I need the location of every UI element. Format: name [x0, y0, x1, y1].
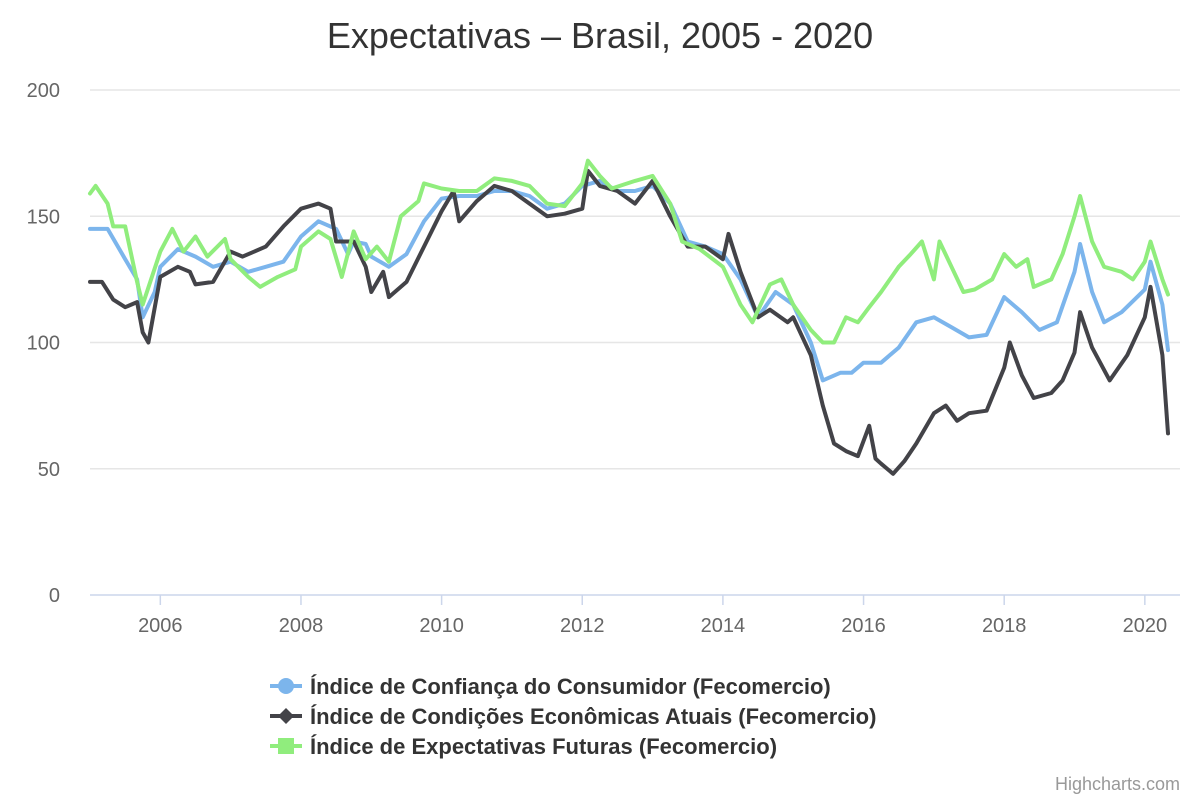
- legend: Índice de Confiança do Consumidor (Fecom…: [270, 674, 876, 759]
- y-tick-label: 100: [27, 333, 60, 355]
- legend-label: Índice de Condições Econômicas Atuais (F…: [310, 704, 876, 729]
- x-tick-label: 2012: [560, 615, 605, 637]
- legend-diamond-marker: [278, 708, 294, 724]
- legend-circle-marker: [278, 678, 294, 694]
- y-tick-label: 0: [49, 585, 60, 607]
- legend-square-marker: [278, 738, 294, 754]
- series-lines: [88, 158, 1170, 476]
- legend-item-1[interactable]: Índice de Confiança do Consumidor (Fecom…: [270, 674, 831, 699]
- y-tick-label: 200: [27, 80, 60, 102]
- x-tick-label: 2020: [1123, 615, 1168, 637]
- chart-title: Expectativas – Brasil, 2005 - 2020: [327, 15, 873, 56]
- series-line-1[interactable]: [88, 178, 1170, 383]
- y-tick-label: 50: [38, 459, 60, 481]
- legend-label: Índice de Expectativas Futuras (Fecomerc…: [310, 734, 777, 759]
- x-axis: 2006 2008 2010 2012 2014 2016 2018 2020: [138, 595, 1167, 637]
- y-axis: 0 50 100 150 200: [27, 80, 60, 607]
- x-tick-label: 2006: [138, 615, 183, 637]
- x-tick-label: 2014: [701, 615, 746, 637]
- gridlines: [90, 89, 1180, 596]
- x-tick-label: 2008: [279, 615, 324, 637]
- x-tick-label: 2016: [841, 615, 886, 637]
- legend-label: Índice de Confiança do Consumidor (Fecom…: [310, 674, 831, 699]
- series-line-3[interactable]: [88, 158, 1170, 345]
- credits-link[interactable]: Highcharts.com: [1055, 774, 1180, 794]
- series-line-2[interactable]: [88, 168, 1170, 476]
- legend-item-2[interactable]: Índice de Condições Econômicas Atuais (F…: [270, 704, 876, 729]
- y-tick-label: 150: [27, 206, 60, 228]
- legend-item-3[interactable]: Índice de Expectativas Futuras (Fecomerc…: [270, 734, 777, 759]
- x-tick-label: 2010: [419, 615, 464, 637]
- x-tick-label: 2018: [982, 615, 1027, 637]
